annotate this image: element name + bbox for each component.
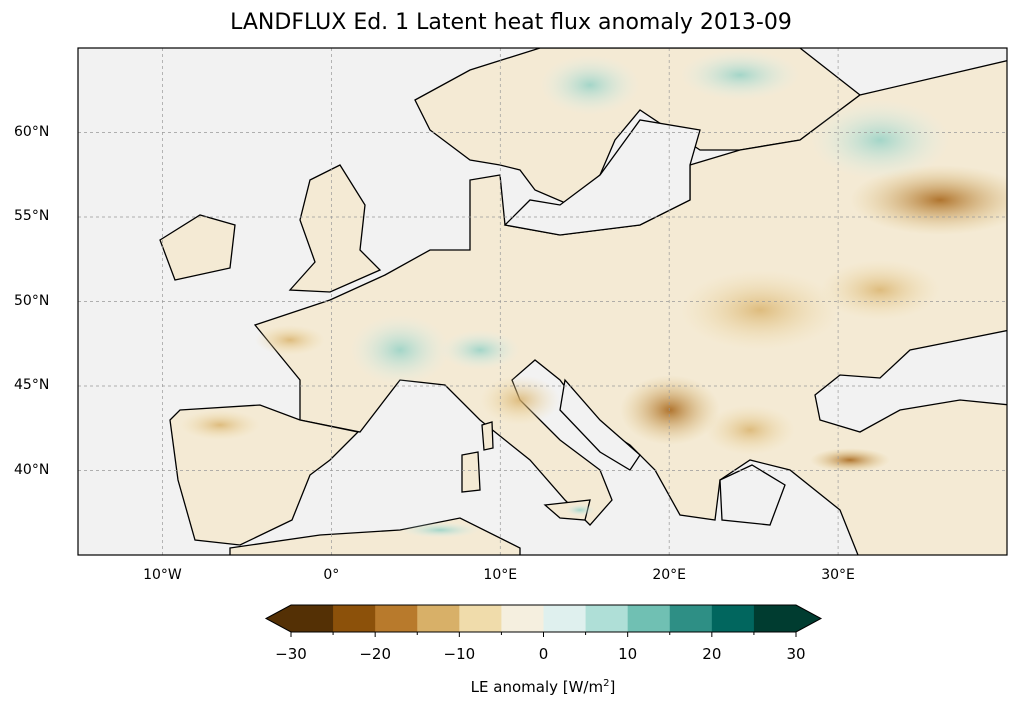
- colorbar-extend-max: [796, 605, 821, 632]
- colorbar-bin: [501, 605, 544, 632]
- lat-tick-label: 60°N: [14, 123, 50, 140]
- figure-title: LANDFLUX Ed. 1 Latent heat flux anomaly …: [230, 10, 792, 35]
- map-frame: [77, 47, 1008, 556]
- sardinia: [461, 451, 481, 493]
- graticule: [78, 48, 1007, 555]
- corsica: [481, 421, 494, 451]
- colorbar-bin: [333, 605, 376, 632]
- colorbar-tick-label: 20: [702, 645, 722, 663]
- great-britain: [288, 164, 382, 293]
- aegean-sea: [719, 464, 786, 526]
- colorbar-bin: [291, 605, 334, 632]
- lon-tick-label: 20°E: [652, 567, 687, 583]
- colorbar-label-sup: 2: [603, 678, 610, 689]
- land-layer: [159, 48, 1007, 555]
- colorbar: [264, 604, 823, 637]
- colorbar-label-suffix: ]: [609, 678, 616, 696]
- colorbar-bin: [753, 605, 797, 632]
- colorbar-bin: [627, 605, 671, 632]
- colorbar-bin: [669, 605, 713, 632]
- lon-tick-label: 10°E: [483, 567, 518, 583]
- lat-tick-label: 50°N: [14, 292, 50, 309]
- colorbar-tick-label: −10: [443, 645, 476, 663]
- colorbar-bin: [543, 605, 587, 632]
- lon-tick-label: 10°W: [143, 567, 182, 583]
- lat-tick-label: 40°N: [14, 461, 50, 478]
- colorbar-bin: [585, 605, 629, 632]
- lon-tick-label: 30°E: [821, 567, 855, 583]
- iberia: [169, 404, 360, 546]
- colorbar-extend-min: [266, 605, 291, 632]
- ireland: [159, 214, 236, 281]
- colorbar-bin: [459, 605, 502, 632]
- lat-tick-label: 55°N: [14, 208, 50, 224]
- colorbar-label: LE anomaly [W/m2]: [0, 678, 1022, 696]
- colorbar-label-text: LE anomaly [W/m: [470, 678, 604, 696]
- colorbar-tick-label: −20: [359, 645, 391, 663]
- anomaly-field: [180, 50, 1007, 538]
- colorbar-bin: [417, 605, 460, 632]
- colorbar-tick-label: 0: [538, 645, 549, 663]
- adriatic-sea: [559, 378, 641, 471]
- black-sea: [814, 329, 1007, 433]
- baltic-sea: [503, 119, 701, 236]
- colorbar-bin: [711, 605, 755, 632]
- colorbar-tick-label: −30: [275, 645, 307, 663]
- lon-tick-label: 0°: [323, 567, 340, 583]
- colorbar-tick-label: 30: [786, 645, 806, 663]
- colorbar-bin: [375, 605, 418, 632]
- colorbar-tick-label: 10: [618, 645, 638, 663]
- lat-tick-label: 45°N: [14, 377, 50, 393]
